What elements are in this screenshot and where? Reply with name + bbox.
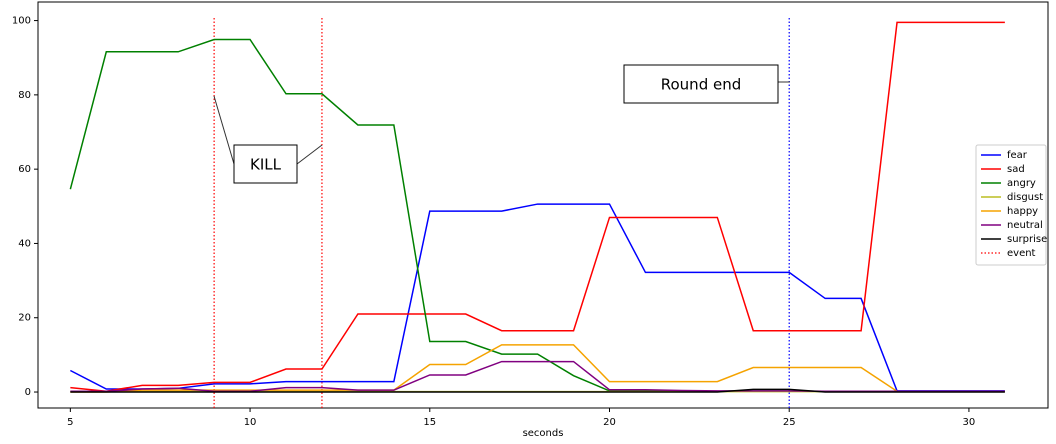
y-tick-label: 60: [18, 164, 31, 175]
series-line: [70, 21, 1005, 393]
y-tick-label: 0: [25, 387, 31, 398]
legend-label: fear: [1007, 150, 1028, 161]
x-tick-label: 15: [423, 417, 436, 428]
legend-label: angry: [1007, 178, 1036, 189]
legend-label: surprise: [1007, 234, 1047, 245]
annotation-connector: [213, 95, 235, 165]
legend-label: event: [1007, 248, 1036, 259]
y-tick-label: 40: [18, 238, 31, 249]
y-tick-label: 80: [18, 90, 31, 101]
y-tick-label: 100: [12, 16, 31, 27]
x-tick-label: 20: [603, 417, 616, 428]
annotation-text: Round end: [661, 76, 742, 94]
annotation-box: [623, 64, 779, 104]
series-line: [70, 388, 1005, 393]
series-line: [70, 203, 1005, 392]
legend-label: happy: [1007, 206, 1038, 217]
x-tick-label: 30: [963, 417, 976, 428]
legend-label: neutral: [1007, 220, 1043, 231]
annotation-text: KILL: [250, 156, 282, 174]
y-tick-label: 20: [18, 313, 31, 324]
plot-frame: [37, 1, 1049, 409]
x-tick-label: 5: [67, 417, 73, 428]
annotation-box: [233, 144, 298, 184]
legend-label: disgust: [1007, 192, 1043, 203]
x-tick-label: 25: [783, 417, 796, 428]
x-axis-label: seconds: [523, 428, 564, 439]
legend-label: sad: [1007, 164, 1025, 175]
series-line: [69, 38, 1005, 393]
series-line: [70, 344, 1005, 393]
annotation-connector: [296, 144, 323, 165]
legend-box: [975, 144, 1047, 266]
series-line: [70, 360, 1005, 393]
x-tick-label: 10: [244, 417, 257, 428]
